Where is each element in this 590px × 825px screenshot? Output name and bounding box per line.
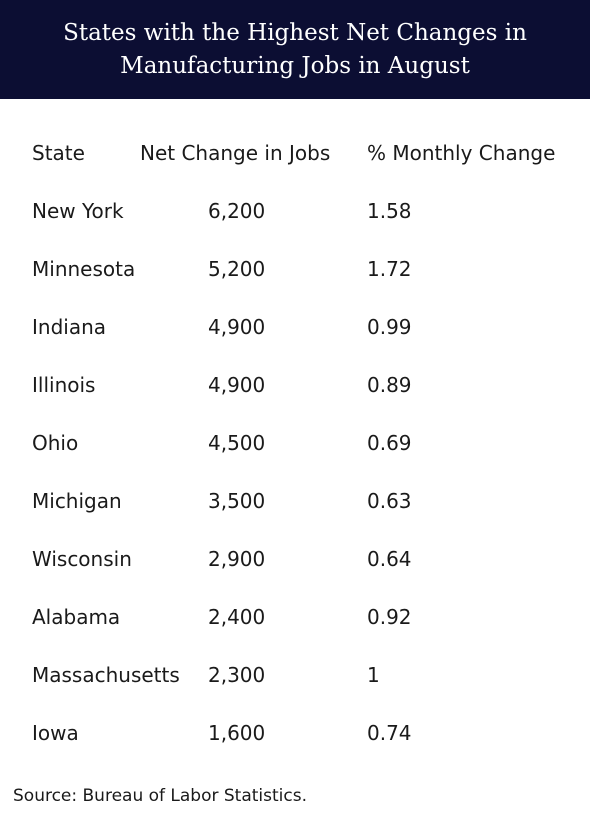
monthly-change-cell: 0.64 xyxy=(367,547,412,571)
state-cell: Michigan xyxy=(32,489,122,513)
state-cell: Minnesota xyxy=(32,257,136,281)
net-change-cell: 2,300 xyxy=(208,663,266,687)
table-row: New York 6,200 1.58 xyxy=(0,182,590,240)
title-banner: States with the Highest Net Changes in M… xyxy=(0,0,590,99)
table-body: New York 6,200 1.58 Minnesota 5,200 1.72 India… xyxy=(0,182,590,762)
column-header-net-change: Net Change in Jobs xyxy=(140,141,331,165)
net-change-cell: 5,200 xyxy=(208,257,266,281)
source-note: Source: Bureau of Labor Statistics. xyxy=(13,786,308,806)
state-cell: Wisconsin xyxy=(32,547,132,571)
table-row: Illinois 4,900 0.89 xyxy=(0,356,590,414)
table-row: Iowa 1,600 0.74 xyxy=(0,704,590,762)
monthly-change-cell: 0.99 xyxy=(367,315,412,339)
monthly-change-cell: 1 xyxy=(367,663,380,687)
table-row: Massachusetts 2,300 1 xyxy=(0,646,590,704)
monthly-change-cell: 0.92 xyxy=(367,605,412,629)
net-change-cell: 4,900 xyxy=(208,315,266,339)
net-change-cell: 2,400 xyxy=(208,605,266,629)
monthly-change-cell: 1.72 xyxy=(367,257,412,281)
table-row: Ohio 4,500 0.69 xyxy=(0,414,590,472)
column-header-monthly-change: % Monthly Change xyxy=(367,141,556,165)
monthly-change-cell: 0.89 xyxy=(367,373,412,397)
state-cell: Illinois xyxy=(32,373,96,397)
state-cell: Ohio xyxy=(32,431,79,455)
data-table: State Net Change in Jobs % Monthly Chang… xyxy=(0,124,590,762)
table-row: Indiana 4,900 0.99 xyxy=(0,298,590,356)
state-cell: New York xyxy=(32,199,124,223)
monthly-change-cell: 1.58 xyxy=(367,199,412,223)
net-change-cell: 6,200 xyxy=(208,199,266,223)
state-cell: Massachusetts xyxy=(32,663,180,687)
net-change-cell: 4,900 xyxy=(208,373,266,397)
monthly-change-cell: 0.74 xyxy=(367,721,412,745)
table-row: Wisconsin 2,900 0.64 xyxy=(0,530,590,588)
state-cell: Iowa xyxy=(32,721,79,745)
net-change-cell: 4,500 xyxy=(208,431,266,455)
net-change-cell: 3,500 xyxy=(208,489,266,513)
net-change-cell: 2,900 xyxy=(208,547,266,571)
net-change-cell: 1,600 xyxy=(208,721,266,745)
table-row: Minnesota 5,200 1.72 xyxy=(0,240,590,298)
monthly-change-cell: 0.63 xyxy=(367,489,412,513)
table-header-row: State Net Change in Jobs % Monthly Chang… xyxy=(0,124,590,182)
table-row: Alabama 2,400 0.92 xyxy=(0,588,590,646)
table-row: Michigan 3,500 0.63 xyxy=(0,472,590,530)
column-header-state: State xyxy=(32,141,85,165)
monthly-change-cell: 0.69 xyxy=(367,431,412,455)
state-cell: Alabama xyxy=(32,605,121,629)
state-cell: Indiana xyxy=(32,315,107,339)
chart-title: States with the Highest Net Changes in M… xyxy=(63,19,527,79)
